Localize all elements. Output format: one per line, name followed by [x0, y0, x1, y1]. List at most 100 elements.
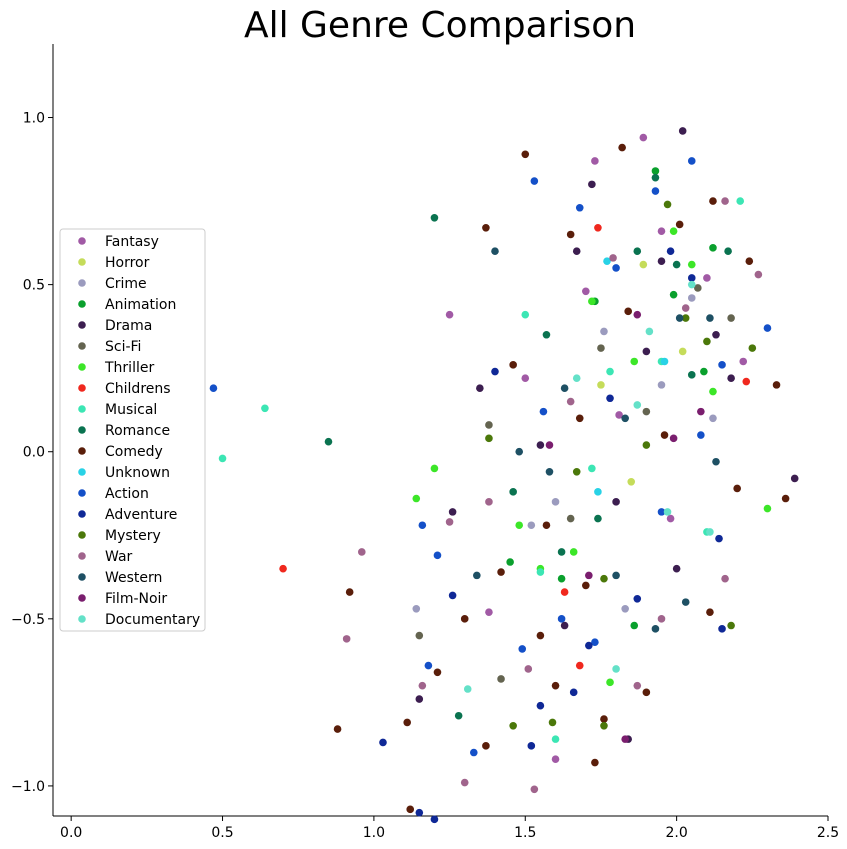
point-western: [675, 314, 684, 322]
point-comedy: [642, 688, 651, 697]
point-comedy: [433, 668, 442, 677]
point-documentary: [612, 665, 620, 673]
point-animation: [557, 574, 566, 583]
point-thriller: [588, 297, 596, 306]
point-drama: [415, 695, 424, 703]
legend-label-romance: Romance: [105, 423, 170, 439]
legend-marker-thriller: [78, 363, 86, 371]
legend-marker-war: [78, 552, 86, 560]
point-romance: [651, 173, 660, 182]
point-animation: [506, 558, 514, 566]
point-animation: [651, 167, 660, 175]
point-comedy: [551, 681, 560, 690]
point-drama: [572, 247, 581, 256]
point-musical: [736, 197, 745, 205]
point-comedy: [542, 521, 551, 530]
point-action: [591, 638, 599, 647]
legend-label-film-noir: Film-Noir: [105, 591, 167, 607]
point-fantasy: [445, 310, 454, 319]
point-sci-fi: [597, 344, 605, 352]
point-action: [612, 264, 620, 272]
point-childrens: [560, 588, 569, 596]
point-thriller: [763, 504, 772, 513]
point-romance: [542, 330, 551, 339]
point-adventure: [527, 742, 536, 750]
point-action: [657, 508, 666, 516]
point-musical: [551, 735, 560, 743]
point-film-noir: [585, 571, 593, 580]
point-sci-fi: [694, 284, 702, 292]
point-romance: [430, 213, 439, 222]
point-war: [524, 665, 533, 673]
point-animation: [630, 621, 639, 630]
scatter-points: [209, 127, 799, 824]
legend-label-fantasy: Fantasy: [105, 234, 159, 250]
point-adventure: [569, 688, 578, 697]
legend-marker-comedy: [78, 447, 86, 455]
point-fantasy: [591, 157, 599, 165]
point-war: [418, 681, 427, 690]
point-musical: [588, 464, 596, 473]
point-horror: [597, 381, 605, 389]
point-thriller: [669, 227, 678, 235]
point-comedy: [582, 581, 590, 590]
point-war: [681, 304, 690, 312]
point-documentary: [572, 374, 581, 382]
point-comedy: [460, 615, 469, 623]
legend-label-mystery: Mystery: [105, 528, 161, 544]
point-western: [706, 314, 714, 322]
point-fantasy: [703, 274, 711, 282]
point-comedy: [482, 742, 490, 750]
point-musical: [536, 568, 545, 576]
point-war: [754, 270, 763, 279]
point-comedy: [745, 257, 754, 266]
point-drama: [642, 347, 651, 356]
legend-marker-childrens: [78, 384, 86, 392]
legend-marker-crime: [78, 279, 86, 287]
point-fantasy: [739, 357, 748, 366]
point-romance: [324, 437, 333, 446]
point-war: [342, 635, 351, 643]
point-romance: [687, 371, 696, 379]
point-childrens: [742, 377, 751, 386]
point-action: [539, 407, 548, 416]
point-comedy: [521, 150, 530, 159]
legend: Fantasy Horror Crime Animation Drama Sci-Fi Th…: [59, 228, 206, 632]
point-comedy: [709, 197, 717, 205]
point-adventure: [448, 591, 457, 600]
point-western: [621, 414, 629, 423]
point-western: [651, 625, 660, 633]
point-unknown: [594, 488, 602, 496]
point-romance: [454, 711, 463, 720]
point-adventure: [633, 594, 642, 603]
point-western: [545, 467, 554, 476]
point-action: [557, 615, 566, 623]
point-drama: [536, 441, 545, 449]
point-documentary: [633, 401, 642, 409]
legend-marker-film-noir: [78, 594, 86, 602]
point-comedy: [706, 608, 714, 616]
point-thriller: [569, 548, 578, 556]
point-thriller: [430, 464, 439, 473]
x-tick-label: 1.5: [514, 825, 536, 841]
point-musical: [606, 367, 614, 376]
point-action: [697, 431, 705, 439]
legend-marker-unknown: [78, 468, 86, 476]
legend-label-childrens: Childrens: [105, 381, 171, 397]
point-fantasy: [666, 514, 675, 523]
point-war: [609, 254, 617, 262]
x-axis-ticks: 0.0 0.5 1.0 1.5 2.0 2.5: [60, 816, 839, 841]
point-action: [518, 645, 527, 653]
point-mystery: [548, 718, 557, 727]
point-crime: [621, 604, 629, 613]
point-thriller: [630, 357, 639, 366]
point-drama: [790, 474, 799, 483]
point-musical: [261, 404, 269, 413]
point-childrens: [279, 564, 287, 573]
point-documentary: [687, 280, 696, 289]
point-comedy: [482, 224, 490, 232]
point-animation: [709, 244, 717, 252]
point-crime: [709, 414, 717, 423]
legend-label-documentary: Documentary: [105, 612, 200, 628]
x-tick-label: 0.0: [60, 825, 82, 841]
